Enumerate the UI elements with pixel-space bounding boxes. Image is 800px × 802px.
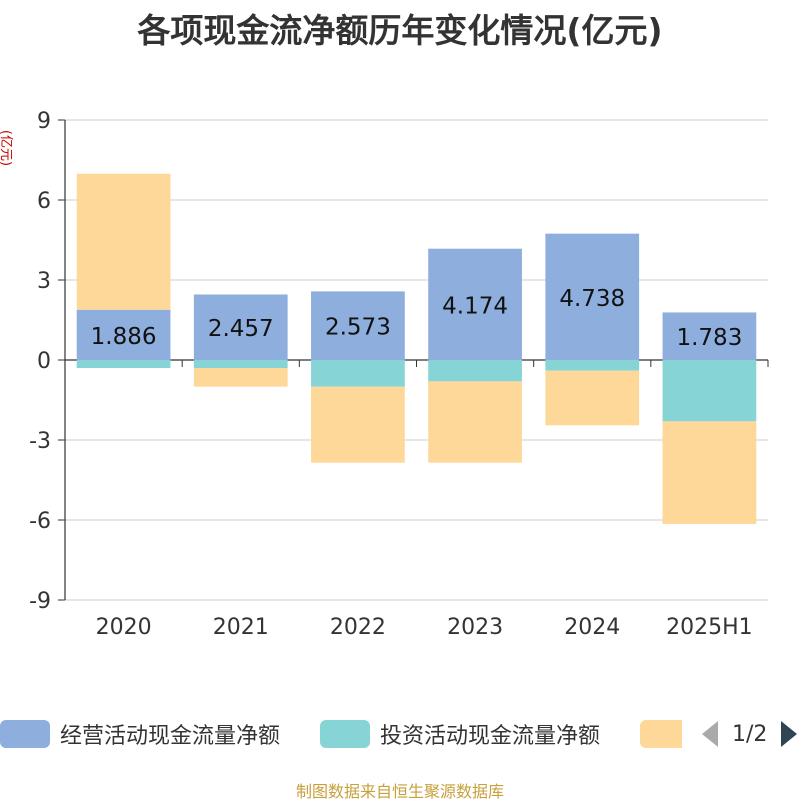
data-label: 1.886 bbox=[91, 324, 157, 350]
legend-swatch bbox=[320, 720, 370, 748]
y-tick-label: 0 bbox=[37, 349, 51, 374]
y-tick-label: 9 bbox=[37, 109, 51, 134]
x-tick-label: 2022 bbox=[330, 615, 386, 640]
data-label: 2.457 bbox=[208, 316, 274, 342]
x-tick-label: 2020 bbox=[96, 615, 152, 640]
y-axis-label: (亿元) bbox=[0, 130, 13, 166]
y-tick-label: -3 bbox=[29, 429, 51, 454]
data-source-note: 制图数据来自恒生聚源数据库 bbox=[295, 782, 504, 801]
bar-segment[interactable] bbox=[193, 368, 288, 387]
bar-segment[interactable] bbox=[311, 360, 405, 387]
bar-segment[interactable] bbox=[76, 309, 171, 360]
bar-segment[interactable] bbox=[311, 291, 405, 360]
data-label: 4.174 bbox=[442, 293, 508, 319]
triangle-left-icon[interactable] bbox=[700, 719, 722, 749]
legend-item-investing[interactable]: 投资活动现金流量净额 bbox=[320, 712, 600, 756]
triangle-right-icon[interactable] bbox=[777, 719, 799, 749]
bar-segment[interactable] bbox=[428, 248, 522, 360]
y-tick-label: 6 bbox=[37, 189, 51, 214]
legend-swatch bbox=[0, 720, 50, 748]
x-tick-label: 2025H1 bbox=[666, 615, 753, 640]
x-axis: 2020 2021 2022 2023 2024 2025H1 bbox=[64, 359, 769, 640]
y-tick-label: -9 bbox=[29, 589, 51, 614]
bar-segment[interactable] bbox=[76, 173, 171, 310]
bar-segment[interactable] bbox=[545, 360, 640, 371]
bar-segment[interactable] bbox=[428, 360, 522, 382]
bar-segment[interactable] bbox=[662, 312, 757, 360]
legend-label: 经营活动现金流量净额 bbox=[60, 724, 281, 749]
bar-segment[interactable] bbox=[545, 233, 640, 360]
bars bbox=[76, 173, 757, 524]
legend-pager: 1/2 bbox=[700, 712, 799, 756]
data-labels: 1.886 2.457 2.573 4.174 4.738 1.783 bbox=[91, 286, 743, 351]
x-tick-label: 2023 bbox=[447, 615, 503, 640]
chart-title: 各项现金流净额历年变化情况(亿元) bbox=[137, 11, 663, 50]
bar-segment[interactable] bbox=[193, 294, 288, 360]
y-tick-label: 3 bbox=[37, 269, 51, 294]
x-tick-label: 2021 bbox=[213, 615, 269, 640]
legend-swatch bbox=[640, 720, 682, 748]
y-tick-label: -6 bbox=[29, 509, 51, 534]
bar-segment[interactable] bbox=[662, 360, 757, 422]
legend-item-operating[interactable]: 经营活动现金流量净额 bbox=[0, 712, 280, 756]
bar-segment[interactable] bbox=[428, 381, 522, 463]
data-label: 4.738 bbox=[559, 286, 625, 312]
bar-segment[interactable] bbox=[662, 421, 757, 524]
legend-label: 投资活动现金流量净额 bbox=[380, 724, 601, 749]
stacked-bar-chart: 9 6 3 0 -3 -6 -9 2020 2021 2022 2023 2024 2025H1 1.… bbox=[0, 109, 769, 640]
bar-segment[interactable] bbox=[76, 360, 171, 368]
bar-segment[interactable] bbox=[545, 370, 640, 426]
legend-item-third[interactable] bbox=[640, 712, 682, 756]
legend-page-indicator: 1/2 bbox=[732, 721, 768, 747]
y-axis: 9 6 3 0 -3 -6 -9 bbox=[29, 109, 66, 614]
legend: 经营活动现金流量净额 投资活动现金流量净额 1/2 bbox=[0, 712, 800, 756]
data-label: 2.573 bbox=[325, 315, 391, 341]
data-label: 1.783 bbox=[676, 325, 742, 351]
x-tick-label: 2024 bbox=[564, 615, 620, 640]
grid-lines bbox=[65, 119, 768, 601]
bar-segment[interactable] bbox=[193, 360, 288, 368]
bar-segment[interactable] bbox=[311, 386, 405, 463]
